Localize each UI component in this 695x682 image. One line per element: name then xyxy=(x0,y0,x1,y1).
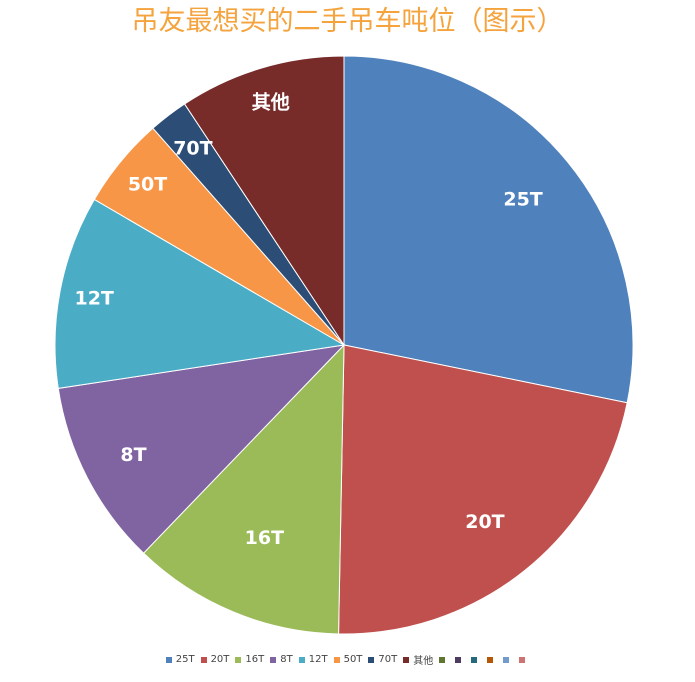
legend-label: 12T xyxy=(308,654,328,665)
legend-label: 25T xyxy=(175,654,195,665)
legend-label: 16T xyxy=(245,654,265,665)
slice-label-6: 50T xyxy=(128,174,167,196)
chart-legend: 25T 20T 16T 8T 12T 50T 70T 其他 xyxy=(0,652,695,667)
slice-label-4: 8T xyxy=(120,444,146,466)
legend-swatch xyxy=(235,656,242,663)
legend-swatch xyxy=(333,656,340,663)
legend-item xyxy=(519,656,529,663)
legend-label: 20T xyxy=(210,654,230,665)
legend-item: 其他 xyxy=(403,652,433,667)
legend-label: 50T xyxy=(343,654,363,665)
pie-slice-2 xyxy=(338,344,628,635)
legend-swatch xyxy=(487,656,494,663)
legend-swatch xyxy=(439,656,446,663)
legend-label: 其他 xyxy=(413,656,434,667)
legend-swatch xyxy=(519,656,526,663)
legend-swatch xyxy=(471,656,478,663)
pie-slice-8 xyxy=(183,55,345,347)
legend-item xyxy=(487,656,497,663)
slice-label-1: 25T xyxy=(503,189,542,211)
legend-swatch xyxy=(455,656,462,663)
legend-item: 20T xyxy=(200,654,230,665)
pie-slice-5 xyxy=(54,198,346,389)
legend-swatch xyxy=(503,656,510,663)
slice-label-5: 12T xyxy=(74,287,113,309)
legend-item xyxy=(471,656,481,663)
legend-label: 8T xyxy=(280,654,293,665)
legend-swatch xyxy=(368,656,375,663)
legend-item xyxy=(439,656,449,663)
legend-item xyxy=(455,656,465,663)
legend-item: 25T xyxy=(165,654,195,665)
pie-slice-4 xyxy=(57,344,346,554)
legend-item: 8T xyxy=(270,654,293,665)
slice-label-3: 16T xyxy=(245,527,284,549)
legend-swatch xyxy=(200,656,207,663)
legend-swatch xyxy=(165,656,172,663)
pie-slices xyxy=(54,55,634,635)
slice-label-7: 70T xyxy=(173,138,212,160)
legend-item: 12T xyxy=(298,654,328,665)
pie-labels: 25T 20T 16T 8T 12T 50T 70T 其他 xyxy=(74,90,542,549)
legend-item: 70T xyxy=(368,654,397,665)
legend-swatch xyxy=(403,656,410,663)
legend-item: 50T xyxy=(333,654,363,665)
legend-label: 70T xyxy=(378,654,398,665)
slice-label-8: 其他 xyxy=(252,90,290,113)
legend-item xyxy=(503,656,513,663)
slice-label-2: 20T xyxy=(465,511,504,533)
pie-slice-1 xyxy=(343,55,634,404)
chart-title: 吊友最想买的二手吊车吨位（图示） xyxy=(131,6,564,37)
legend-swatch xyxy=(298,656,305,663)
legend-item: 16T xyxy=(235,654,264,665)
legend-swatch xyxy=(270,656,277,663)
pie-slice-3 xyxy=(142,343,345,635)
